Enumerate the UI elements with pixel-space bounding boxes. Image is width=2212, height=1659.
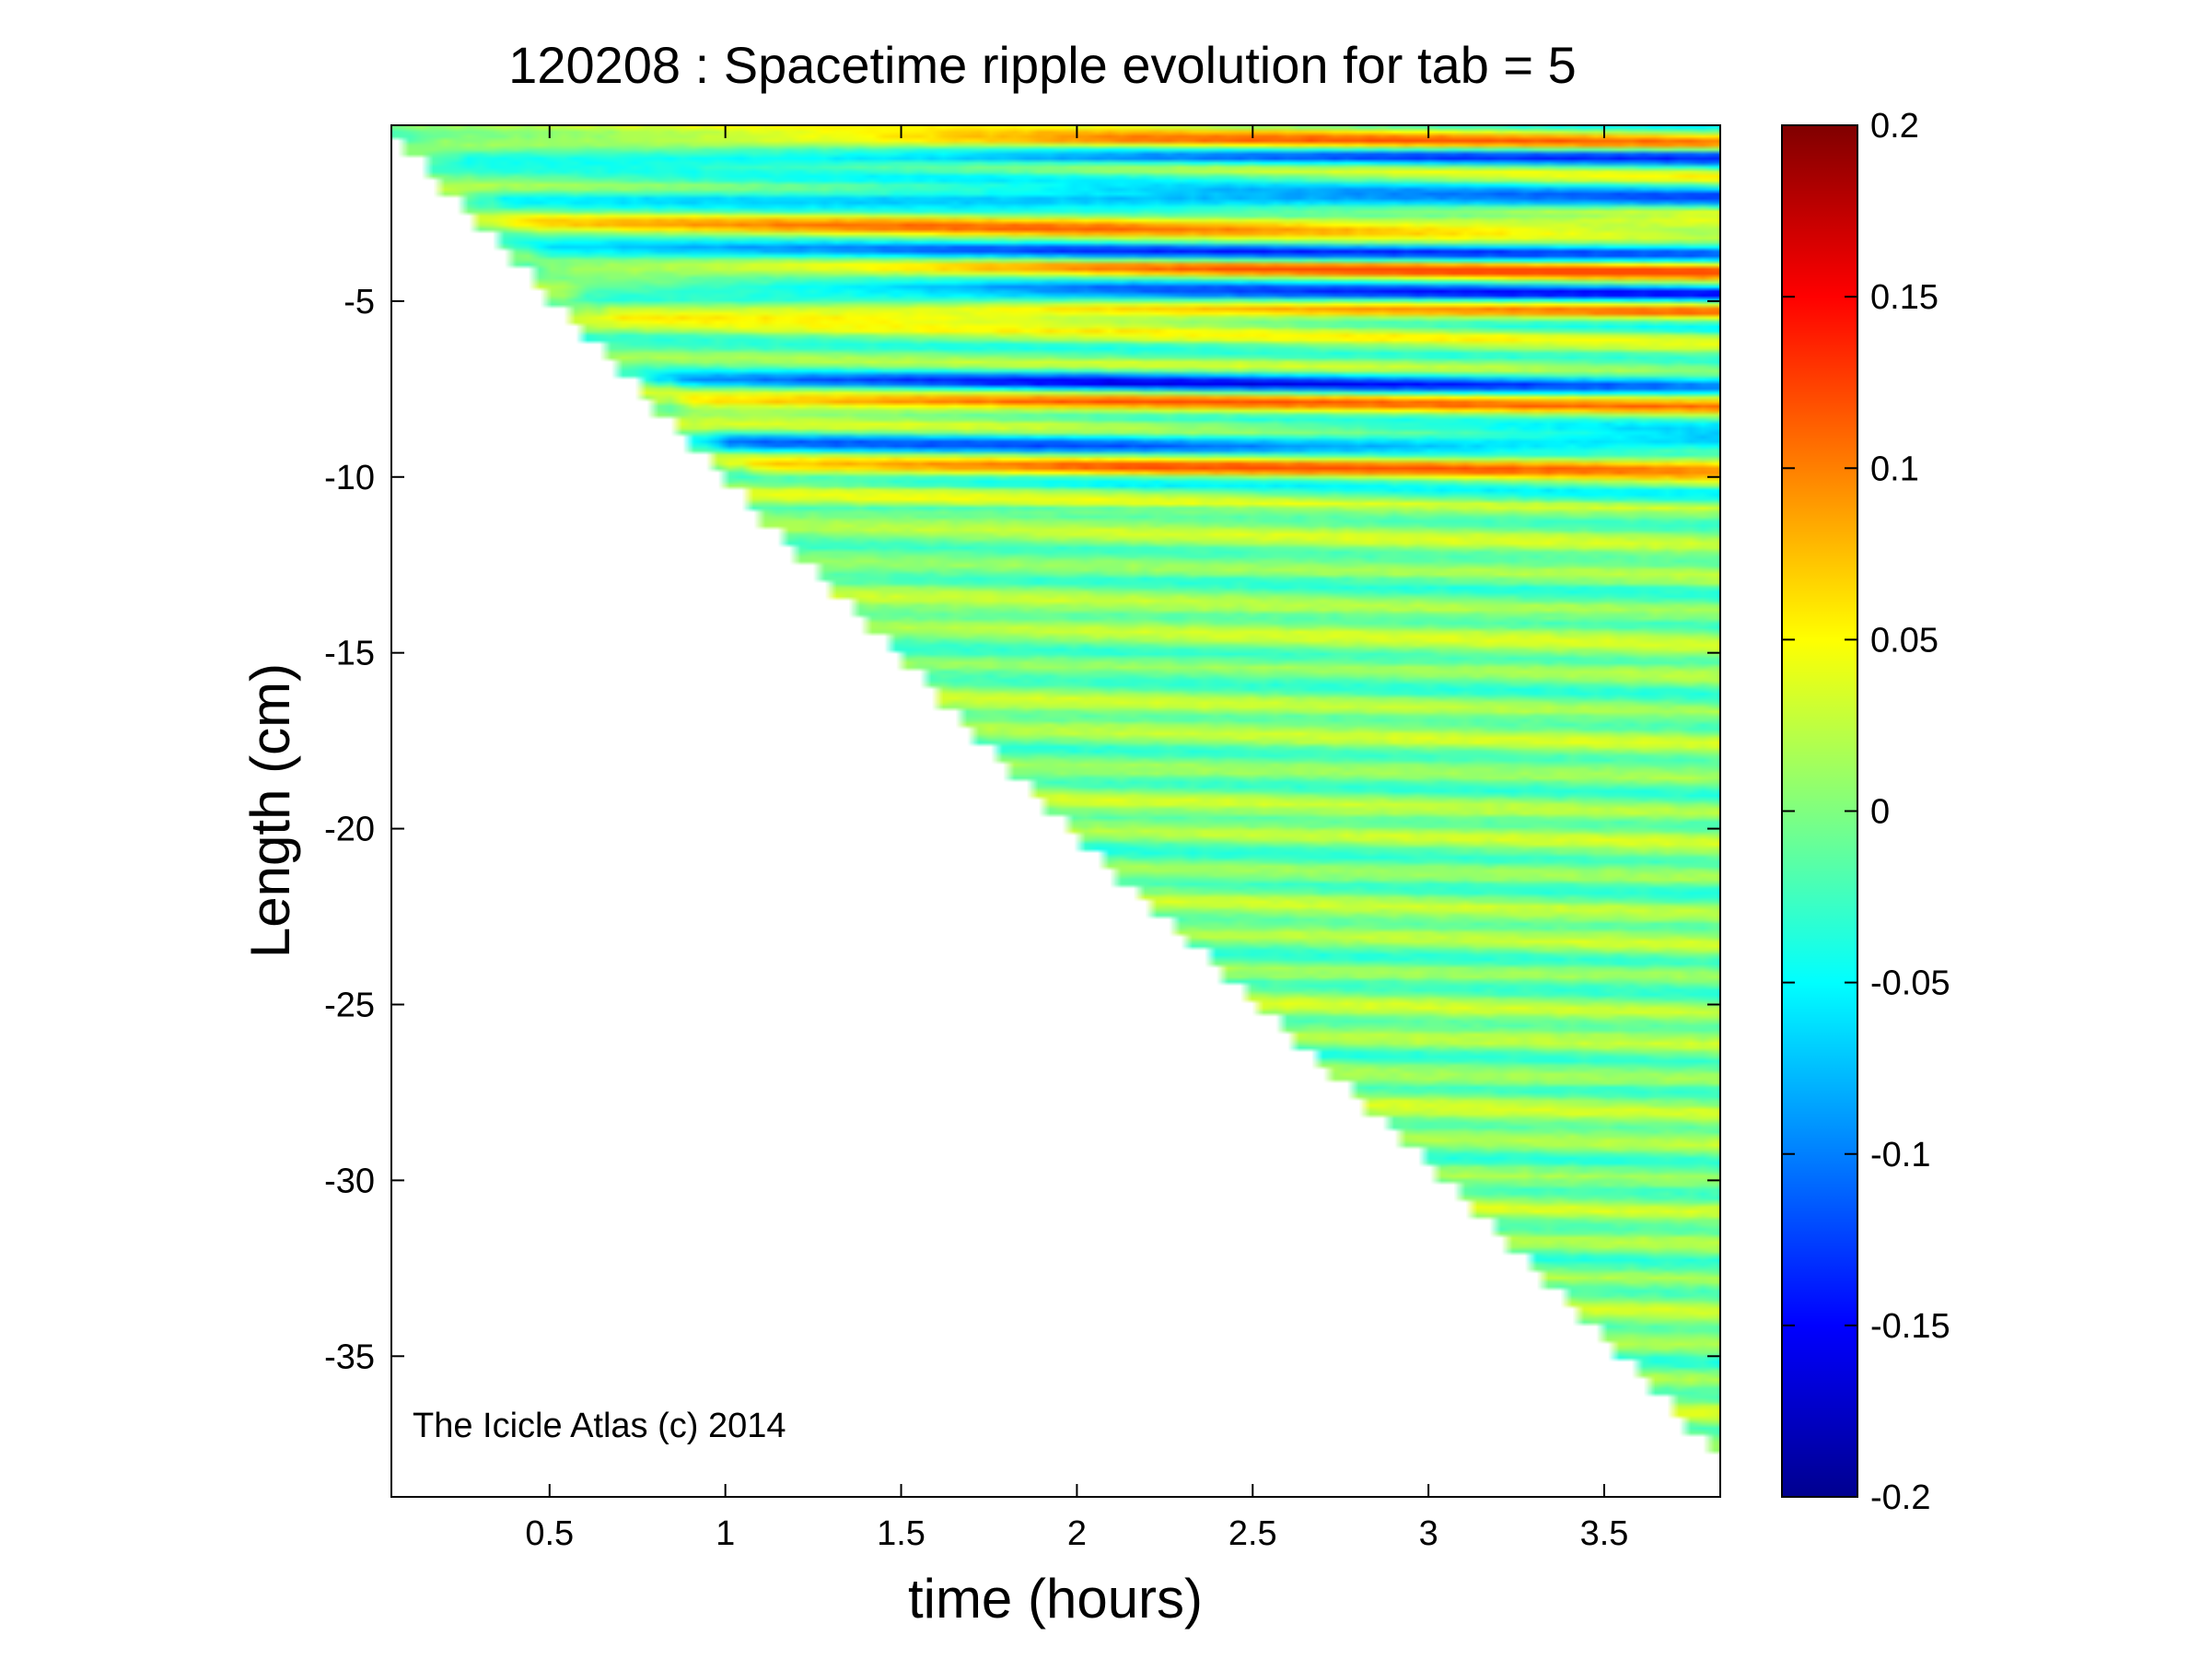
y-axis-label: Length (cm) <box>239 663 301 958</box>
colorbar-tick-label: 0.1 <box>1870 450 1919 488</box>
colorbar-tick-label: 0.05 <box>1870 621 1938 660</box>
x-tick-label: 3 <box>1419 1514 1438 1553</box>
chart-title: 120208 : Spacetime ripple evolution for … <box>508 36 1577 94</box>
colorbar-tick-label: -0.15 <box>1870 1307 1950 1346</box>
y-tick-label: -10 <box>324 459 375 497</box>
y-tick-label: -20 <box>324 811 375 849</box>
y-tick-label: -5 <box>343 283 375 321</box>
x-tick-label: 3.5 <box>1580 1514 1629 1553</box>
x-tick-label: 0.5 <box>525 1514 574 1553</box>
watermark-text: The Icicle Atlas (c) 2014 <box>413 1407 786 1445</box>
colorbar-tick-label: 0.2 <box>1870 107 1919 146</box>
y-tick-label: -35 <box>324 1338 375 1376</box>
x-axis: 0.5 1 1.5 2 2.5 3 3.5 <box>525 125 1628 1553</box>
y-tick-label: -30 <box>324 1162 375 1200</box>
colorbar-tick-label: -0.1 <box>1870 1136 1930 1174</box>
colorbar-ticks: 0.2 0.15 0.1 0.05 0 -0.05 -0.1 -0.15 -0.2 <box>1782 107 1950 1517</box>
x-tick-label: 2 <box>1067 1514 1087 1553</box>
y-tick-label: -25 <box>324 986 375 1024</box>
x-tick-label: 1 <box>716 1514 735 1553</box>
y-axis: -5 -10 -15 -20 -25 -30 -35 <box>324 283 1720 1376</box>
colorbar-tick-label: -0.2 <box>1870 1478 1930 1517</box>
heatmap-image <box>391 125 1720 1497</box>
colorbar-tick-label: 0.15 <box>1870 278 1938 317</box>
y-tick-label: -15 <box>324 635 375 673</box>
colorbar: 0.2 0.15 0.1 0.05 0 -0.05 -0.1 -0.15 -0.2 <box>1781 107 1950 1517</box>
x-tick-label: 1.5 <box>877 1514 926 1553</box>
heatmap-plot-area <box>391 125 1720 1497</box>
plot-frame <box>390 124 1721 1498</box>
colorbar-tick-label: 0 <box>1870 793 1890 832</box>
colorbar-tick-label: -0.05 <box>1870 964 1950 1003</box>
x-axis-label: time (hours) <box>908 1568 1203 1630</box>
x-tick-label: 2.5 <box>1228 1514 1277 1553</box>
